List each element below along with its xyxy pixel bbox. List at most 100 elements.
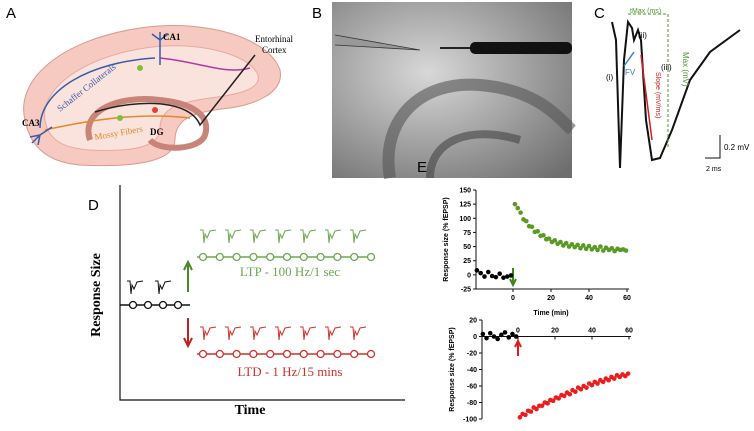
data-point (534, 406, 539, 412)
data-point (482, 274, 487, 279)
point (232, 252, 241, 262)
data-point (505, 274, 510, 279)
data-point (578, 245, 583, 251)
data-point (563, 240, 569, 246)
data-point (609, 245, 615, 251)
point (316, 252, 325, 262)
axis-label: Time (235, 403, 266, 418)
data-point (502, 330, 508, 335)
panel-label: B (312, 5, 322, 22)
data-point (611, 376, 617, 381)
fv-guide (623, 51, 635, 67)
point (249, 349, 258, 359)
data-point (480, 331, 486, 337)
region-label: CA1 (163, 32, 181, 42)
point (232, 349, 241, 359)
point (282, 349, 292, 359)
ltd-arrow (183, 318, 193, 349)
ltd-label: LTD - 1 Hz/15 mins (238, 364, 343, 379)
data-point (575, 242, 580, 248)
x-tick-label: 40 (588, 328, 596, 335)
data-point (539, 403, 545, 409)
data-point (556, 396, 561, 401)
point (249, 252, 258, 262)
data-point (478, 270, 484, 276)
y-tick-label: 0 (473, 334, 477, 341)
y-tick-label: -80 (467, 400, 477, 407)
scale-bar (705, 135, 721, 159)
data-point (581, 243, 586, 248)
data-point (517, 415, 523, 420)
data-point (506, 335, 512, 340)
panel-label: E (417, 159, 427, 176)
ca3-neuron (29, 126, 53, 146)
data-point (508, 273, 514, 278)
x-tick-label: 20 (551, 328, 559, 335)
mini-trace (250, 229, 267, 244)
fepsp-trace (611, 19, 741, 169)
point (143, 300, 153, 310)
point (333, 252, 342, 262)
data-point (515, 205, 521, 211)
panel-label: A (6, 5, 16, 22)
mini-trace (127, 280, 144, 295)
annotation: tMax (ms) (630, 8, 661, 15)
data-point (589, 382, 595, 388)
data-point (535, 228, 540, 234)
point (128, 300, 138, 310)
data-point (510, 331, 515, 337)
mini-trace (155, 280, 172, 295)
x-tick-label: 60 (623, 295, 631, 302)
x-tick-label: 40 (585, 295, 593, 302)
ca1-neuron (151, 32, 169, 65)
data-point (598, 244, 603, 249)
pipette (334, 34, 421, 51)
data-point (484, 335, 489, 341)
y-tick-label: -40 (467, 367, 477, 374)
data-point (487, 330, 493, 336)
y-tick-label: 150 (459, 188, 471, 195)
panel-label: C (594, 5, 605, 22)
mini-trace (350, 326, 367, 341)
region-label: Cortex (262, 45, 287, 55)
point (215, 252, 224, 262)
cell-layer (426, 130, 522, 179)
y-tick-label: 50 (463, 244, 471, 251)
data-point (493, 274, 499, 280)
mini-trace (225, 229, 242, 244)
data-point (569, 242, 575, 247)
data-point (495, 336, 500, 342)
annotation: Max (mV) (681, 52, 690, 87)
slope-guide (640, 54, 653, 141)
y-tick-label: -60 (467, 384, 477, 391)
data-point (578, 387, 584, 392)
data-point (606, 377, 611, 383)
data-point (528, 409, 534, 414)
cell-layer (382, 78, 577, 180)
annotation: FV (625, 68, 636, 77)
data-point (595, 247, 600, 253)
data-point (573, 389, 578, 395)
entorhinal-fiber (94, 54, 256, 127)
mini-trace (200, 229, 217, 244)
y-tick-label: -25 (461, 287, 471, 294)
synapse (137, 65, 143, 71)
point (366, 252, 376, 262)
data-point (625, 371, 631, 376)
annotation: (ii) (638, 31, 647, 40)
data-point (558, 239, 563, 245)
mini-trace (300, 326, 317, 341)
data-point (524, 218, 529, 224)
schaffer-path (39, 57, 156, 129)
synapse (117, 115, 123, 121)
point (158, 300, 168, 310)
point (198, 349, 208, 359)
tmax-guide (628, 13, 669, 148)
region-label: CA3 (22, 118, 40, 128)
ltp-label: LTP - 100 Hz/1 sec (240, 264, 340, 279)
x-tick-label: 0 (511, 295, 515, 302)
synapse (152, 107, 158, 113)
point (215, 349, 224, 359)
